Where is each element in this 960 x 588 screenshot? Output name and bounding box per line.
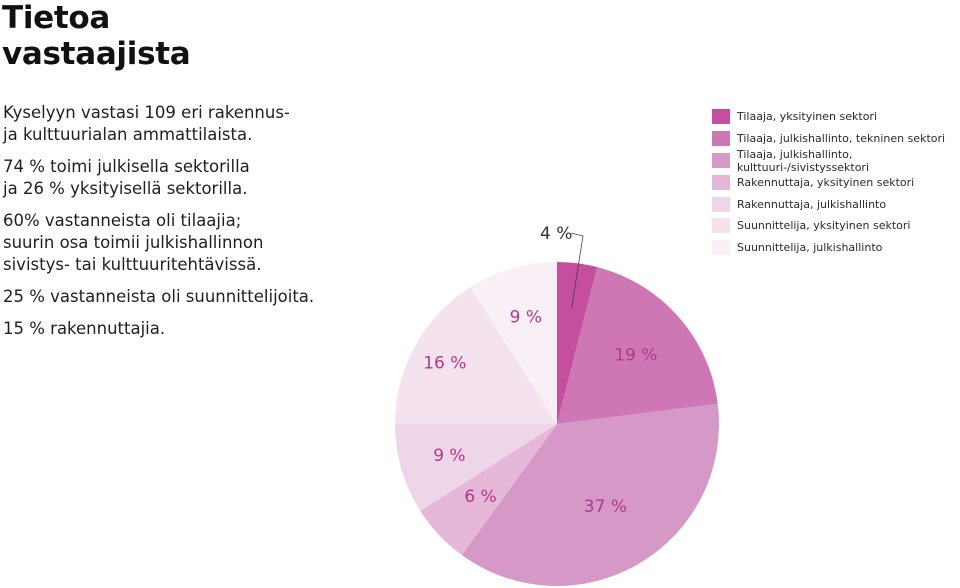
pie-slice-3 [461, 403, 719, 586]
legend-item-2: Tilaaja, julkishallinto, tekninen sektor… [712, 128, 960, 150]
pie-label-6: 16 % [423, 353, 466, 373]
legend-swatch [712, 152, 730, 168]
legend-swatch [712, 174, 730, 190]
pie-slice-2 [557, 267, 718, 424]
legend-swatch [712, 131, 730, 147]
legend-label: Suunnittelija, yksityinen sektori [737, 219, 911, 233]
pie-slice-6 [395, 287, 557, 424]
legend-swatch [712, 218, 730, 234]
legend-label: Rakennuttaja, julkishallinto [737, 197, 887, 211]
legend-item-7: Suunnittelija, julkishallinto [712, 237, 960, 259]
legend-swatch [712, 196, 730, 212]
legend-item-3: Tilaaja, julkishallinto, kulttuuri-/sivi… [712, 147, 960, 174]
pie-label-2: 19 % [614, 346, 657, 366]
legend-swatch [712, 109, 730, 125]
title-line-1: Tietoa [2, 0, 111, 36]
legend-label: Rakennuttaja, yksityinen sektori [737, 175, 915, 189]
legend-label: Tilaaja, julkishallinto, tekninen sektor… [737, 132, 946, 146]
pie-slice-1 [557, 262, 598, 424]
pie-label-4: 6 % [464, 487, 496, 507]
summary-paragraph-3: 60% vastanneista oli tilaajia; suurin os… [3, 211, 264, 274]
page-title: Tietoa vastaajista [2, 0, 191, 72]
legend-swatch [712, 240, 730, 256]
pie-label-7: 9 % [510, 307, 542, 327]
legend-label: Suunnittelija, julkishallinto [737, 241, 883, 255]
legend-label: Tilaaja, yksityinen sektori [737, 110, 878, 124]
pie-label-1: 4 % [540, 224, 572, 244]
legend-item-4: Rakennuttaja, yksityinen sektori [712, 171, 960, 193]
summary-paragraph-4: 25 % vastanneista oli suunnittelijoita. [3, 287, 315, 306]
chart-legend: Tilaaja, yksityinen sektori Tilaaja, julk… [712, 106, 960, 259]
pie-leader-line [570, 232, 584, 309]
legend-item-1: Tilaaja, yksityinen sektori [712, 106, 960, 128]
legend-item-5: Rakennuttaja, julkishallinto [712, 193, 960, 215]
pie-label-3: 37 % [584, 497, 627, 517]
pie-slice-5 [395, 424, 557, 511]
legend-item-6: Suunnittelija, yksityinen sektori [712, 215, 960, 237]
title-line-2: vastaajista [2, 36, 191, 72]
summary-text: Kyselyyn vastasi 109 eri rakennus- ja ku… [3, 102, 333, 350]
summary-paragraph-1: Kyselyyn vastasi 109 eri rakennus- ja ku… [3, 103, 290, 144]
summary-paragraph-5: 15 % rakennuttajia. [3, 319, 166, 338]
pie-slice-7 [470, 262, 557, 424]
pie-slice-4 [420, 424, 557, 556]
legend-label: Tilaaja, julkishallinto, kulttuuri-/sivi… [737, 147, 870, 174]
summary-paragraph-2: 74 % toimi julkisella sektorilla ja 26 %… [3, 157, 250, 198]
pie-label-5: 9 % [433, 446, 465, 466]
